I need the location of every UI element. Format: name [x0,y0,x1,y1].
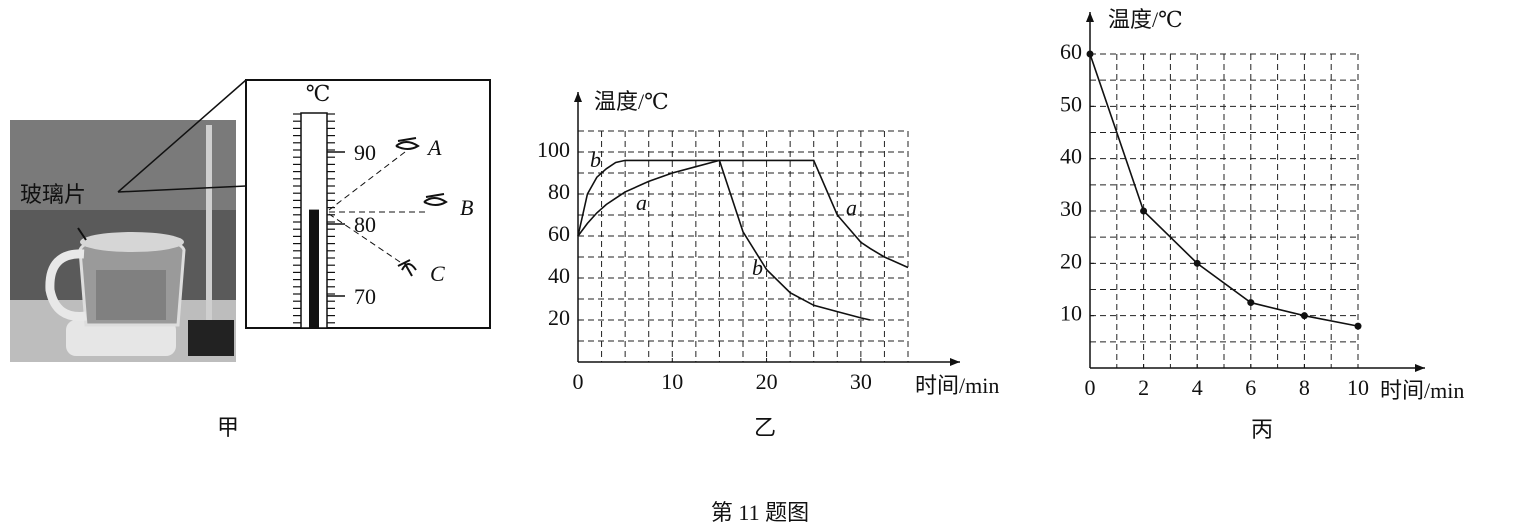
y-tick-label: 40 [548,263,570,288]
x-tick-label: 0 [1085,375,1096,400]
x-tick-label: 10 [661,369,683,394]
y-axis-arrow [1086,12,1094,22]
eye-icons [395,137,448,277]
y-axis-label: 温度/℃ [1108,7,1183,32]
series-line [1089,53,1359,327]
sight-line [328,151,406,211]
data-point [1140,207,1148,215]
x-axis-label: 时间/min [1380,378,1464,403]
y-tick-label: 60 [548,221,570,246]
series-line [577,159,871,321]
sight-line [328,213,401,263]
y-axis-arrow [574,92,582,102]
y-tick-label: 60 [1060,39,1082,64]
viewer-label: C [430,261,445,286]
y-tick-label: 20 [548,305,570,330]
y-tick-label: 40 [1060,144,1082,169]
pointer-arrow [77,227,87,241]
x-axis-label: 时间/min [915,373,999,398]
x-tick-label: 30 [850,369,872,394]
x-tick-label: 4 [1192,375,1203,400]
y-tick-label: 10 [1060,301,1082,326]
x-axis-arrow [950,358,960,366]
x-tick-label: 8 [1299,375,1310,400]
curve-label: b [590,147,601,172]
y-tick-label: 100 [537,137,570,162]
x-tick-label: 2 [1138,375,1149,400]
panel-label: 甲 [217,415,239,440]
y-axis-label: 温度/℃ [594,89,669,114]
x-axis-arrow [1415,364,1425,372]
photo [10,120,236,362]
viewer-label: A [426,135,442,160]
data-point [1300,312,1308,320]
scale-label: 90 [354,140,376,165]
curve-label: a [846,195,857,220]
thermometer-unit: ℃ [306,81,331,106]
caption: 第 11 题图 [711,500,809,525]
data-point [1193,259,1201,267]
x-tick-label: 6 [1245,375,1256,400]
curve-label: a [636,190,647,215]
data-point [1354,322,1362,330]
x-tick-label: 0 [573,369,584,394]
y-tick-label: 30 [1060,196,1082,221]
panel-label: 丙 [1251,417,1273,442]
y-tick-label: 80 [548,179,570,204]
thermometer-box [245,79,491,329]
viewer-label: B [460,195,473,220]
scale-label: 70 [354,284,376,309]
glass-label: 玻璃片 [20,182,86,207]
x-tick-label: 20 [756,369,778,394]
panel-label: 乙 [754,415,776,440]
scale-label: 80 [354,212,376,237]
data-point [1086,50,1094,58]
data-point [1247,299,1255,307]
mercury [309,209,319,328]
y-tick-label: 50 [1060,91,1082,116]
leader-line [117,185,247,193]
curve-label: b [752,255,763,280]
y-tick-label: 20 [1060,248,1082,273]
leader-line [117,79,247,193]
x-tick-label: 10 [1347,375,1369,400]
